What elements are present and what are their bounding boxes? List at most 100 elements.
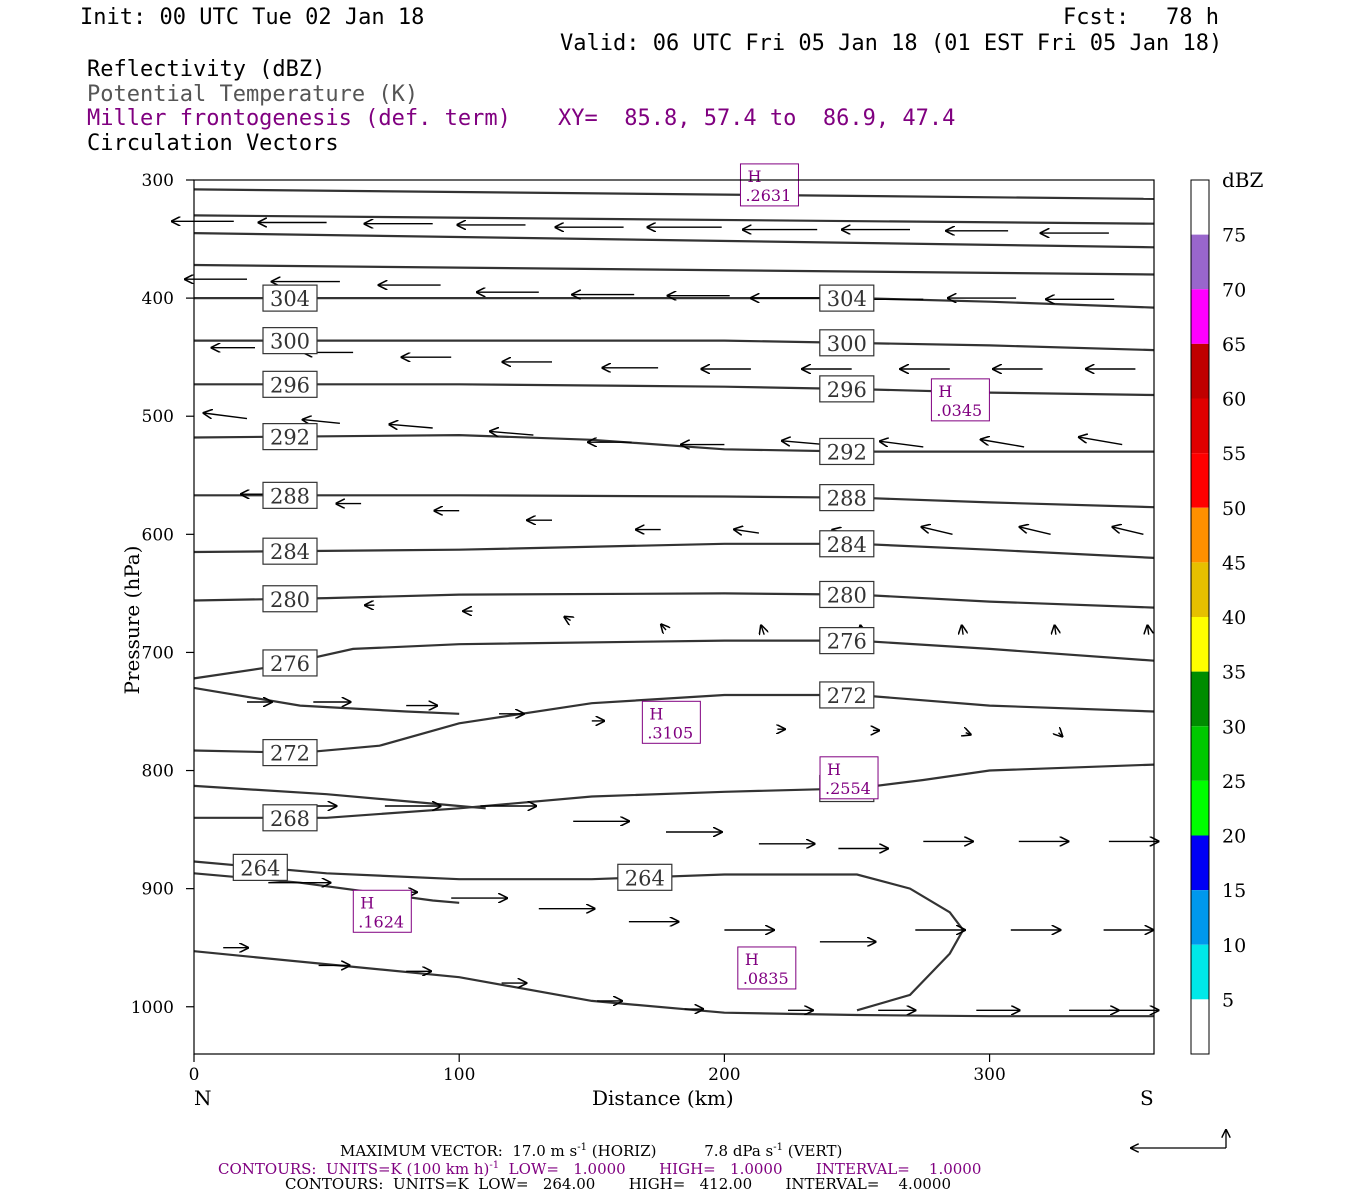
- max-vert-value: 7.8 dPa s: [704, 1142, 774, 1160]
- frontogenesis-h-text: H: [827, 760, 841, 779]
- theta-contour: [193, 542, 1155, 559]
- contour-label-text: 264: [625, 866, 665, 890]
- contour-label: 292: [819, 437, 875, 466]
- colorbar-swatch: [1191, 999, 1209, 1054]
- colorbar-label: 55: [1222, 443, 1246, 465]
- contour-label: 300: [262, 327, 318, 355]
- theta-contour: [193, 263, 1155, 276]
- theta-contour: [193, 693, 1155, 754]
- theta-contour: [193, 433, 1154, 453]
- x-tick-label: 100: [443, 1065, 475, 1085]
- contour-label-box: [262, 804, 318, 832]
- colorbar: 5 10 15 20 25 30 35 40 45 50 55 60 65 70 75: [1190, 179, 1246, 1055]
- colorbar-label: 50: [1222, 498, 1246, 520]
- contour-labels: 304 304 300 300 296 296 292 292 288 288 284 284 280 2…: [232, 284, 875, 891]
- frontogenesis-range: LOW= 1.0000 HIGH= 1.0000 INTERVAL= 1.000…: [508, 1160, 982, 1178]
- theta-contour: [193, 686, 460, 715]
- frontogenesis-max-label: H.2554: [819, 756, 879, 800]
- frontogenesis-h-text: H: [938, 382, 952, 401]
- contour-label: 304: [819, 284, 875, 312]
- colorbar-label: 25: [1222, 771, 1246, 793]
- y-tick-label: 300: [142, 171, 174, 191]
- theta-contour: [194, 763, 1155, 819]
- theta-contour: [194, 494, 1155, 509]
- contour-label-text: 276: [827, 630, 867, 654]
- colorbar-swatch: [1191, 398, 1209, 454]
- contour-label-text: 276: [270, 652, 310, 676]
- colorbar-unit: dBZ: [1222, 168, 1264, 192]
- frontogenesis-h-text: H: [747, 167, 761, 186]
- contour-label-text: 296: [270, 373, 310, 397]
- frontogenesis-h-text: H: [649, 704, 663, 723]
- contour-label-text: 292: [270, 426, 310, 450]
- y-tick-label: 900: [142, 880, 174, 900]
- theta-contour: [194, 339, 1155, 352]
- contour-label: 280: [819, 580, 875, 609]
- colorbar-swatch: [1191, 671, 1209, 727]
- circulation-vector: [962, 625, 963, 634]
- contour-label-text: 296: [827, 378, 867, 402]
- frontogenesis-max-label: H.1624: [352, 889, 412, 933]
- vert-tag: (VERT): [787, 1142, 843, 1160]
- vert-exponent: -1: [773, 1142, 784, 1153]
- contour-label-text: 304: [827, 287, 867, 311]
- colorbar-swatch: [1191, 343, 1209, 399]
- colorbar-swatch: [1191, 835, 1209, 891]
- y-axis-title: Pressure (hPa): [120, 545, 144, 695]
- contour-label-box: [819, 681, 875, 709]
- forecast-label: Fcst:: [1063, 5, 1130, 30]
- contour-label: 300: [819, 329, 875, 357]
- y-tick-label: 1000: [131, 998, 174, 1018]
- contour-label: 292: [262, 423, 318, 451]
- contour-label-box: [232, 853, 288, 881]
- x-tick-label: 300: [973, 1065, 1005, 1085]
- contour-label: 284: [819, 530, 875, 558]
- frontogenesis-max-label: H.0835: [737, 946, 797, 990]
- circulation-vector: [1112, 527, 1144, 535]
- theta-contour: [193, 860, 965, 1012]
- theta-contour: [193, 639, 1155, 680]
- circulation-vector: [389, 424, 433, 428]
- colorbar-swatch: [1191, 453, 1209, 508]
- colorbar-swatch: [1191, 507, 1209, 563]
- colorbar-frame: [1190, 179, 1210, 1055]
- max-vector-label: MAXIMUM VECTOR:: [340, 1142, 503, 1160]
- x-axis-title: Distance (km): [592, 1086, 734, 1110]
- circulation-vector: [761, 625, 764, 634]
- colorbar-label: 10: [1222, 935, 1246, 957]
- init-time: Init: 00 UTC Tue 02 Jan 18: [80, 5, 425, 30]
- colorbar-label: 65: [1222, 334, 1246, 356]
- contour-label: 296: [819, 375, 875, 403]
- theta-contour: [193, 592, 1155, 609]
- contour-label-text: 304: [270, 287, 310, 311]
- colorbar-label: 20: [1222, 826, 1246, 848]
- frontogenesis-value-text: .2631: [745, 186, 791, 205]
- circulation-vector: [1020, 527, 1051, 535]
- south-label: S: [1140, 1086, 1154, 1110]
- colorbar-label: 75: [1222, 225, 1246, 247]
- contour-label-box: [819, 329, 875, 357]
- contour-label-box: [819, 484, 875, 512]
- circulation-vector: [1079, 437, 1123, 446]
- contour-label-box: [262, 585, 318, 613]
- circulation-vector: [981, 440, 1025, 448]
- contour-label-box: [617, 863, 673, 891]
- colorbar-swatch: [1191, 562, 1209, 617]
- y-tick-label: 700: [142, 643, 174, 663]
- contour-label-box: [819, 284, 875, 312]
- field-reflectivity: Reflectivity (dBZ): [87, 57, 326, 82]
- contour-label-box: [262, 738, 318, 767]
- axes: 300 400 500 600 700 800 900 1000 0 100 200 300: [131, 171, 1006, 1085]
- frontogenesis-exponent: -1: [489, 1160, 500, 1171]
- frontogenesis-label-box: [352, 889, 412, 933]
- circulation-vector: [782, 441, 826, 445]
- frontogenesis-max-label: H.3105: [641, 700, 701, 744]
- horiz-exponent: -1: [577, 1142, 587, 1153]
- circulation-vector: [734, 529, 760, 533]
- max-horiz-value: 17.0 m s: [512, 1142, 578, 1160]
- circulation-vector: [564, 617, 570, 621]
- contour-label-text: 300: [270, 330, 310, 354]
- y-tick-label: 800: [142, 762, 174, 782]
- circulation-vector: [922, 527, 953, 535]
